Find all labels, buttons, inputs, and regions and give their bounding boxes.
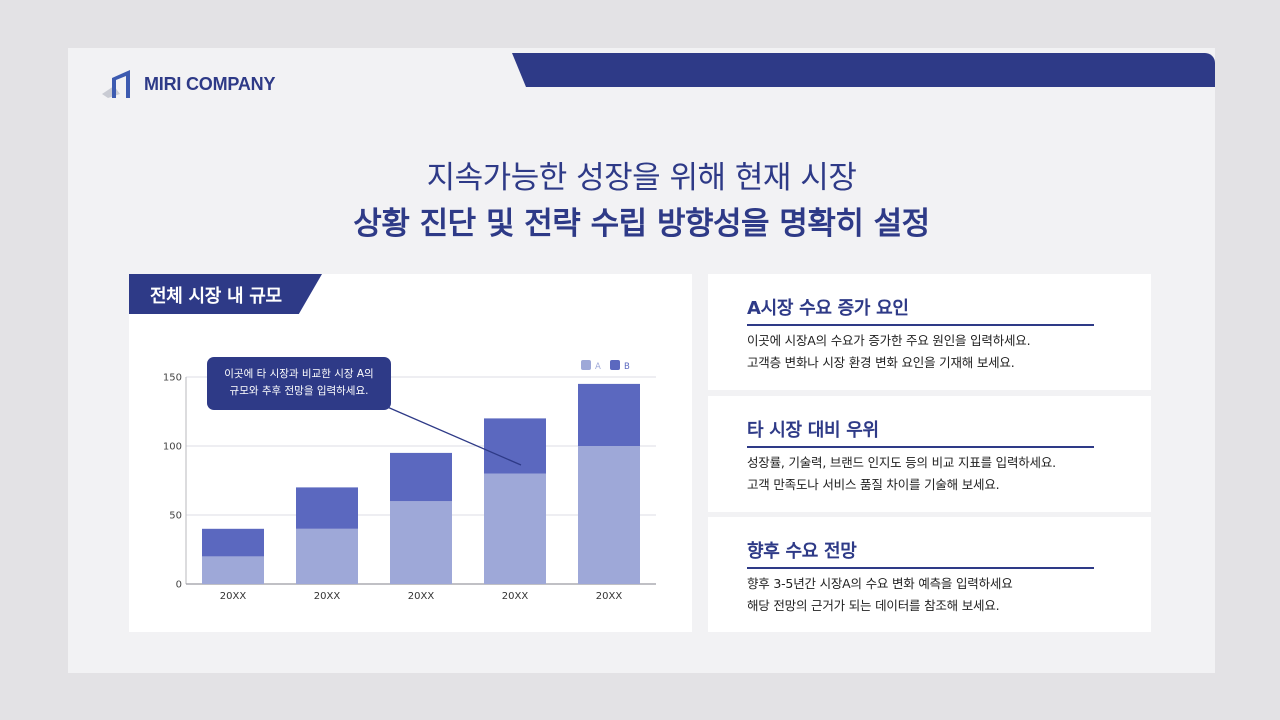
info-panel-future-outlook: 향후 수요 전망 향후 3-5년간 시장A의 수요 변화 예측을 입력하세요 해… xyxy=(708,517,1151,632)
brand-name: MIRI COMPANY xyxy=(144,73,276,94)
svg-text:B: B xyxy=(624,362,630,372)
heading-line-2: 상황 진단 및 전략 수립 방향성을 명확히 설정 xyxy=(353,206,930,242)
divider xyxy=(747,324,1094,326)
svg-text:100: 100 xyxy=(163,442,182,453)
bar-segment-A xyxy=(296,528,358,584)
info-title: 타 시장 대비 우위 xyxy=(747,420,879,441)
svg-text:20XX: 20XX xyxy=(596,591,623,602)
bar-segment-A xyxy=(484,473,546,584)
chart-callout: 이곳에 타 시장과 비교한 시장 A의 규모와 추후 전망을 입력하세요. xyxy=(207,357,391,410)
info-line: 이곳에 시장A의 수요가 증가한 주요 원인을 입력하세요. xyxy=(747,333,1031,348)
callout-line-2: 규모와 추후 전망을 입력하세요. xyxy=(229,385,369,397)
heading-line-1: 지속가능한 성장을 위해 현재 시장 xyxy=(426,160,857,196)
divider xyxy=(747,446,1094,448)
divider xyxy=(747,567,1094,569)
bar-segment-B xyxy=(484,418,546,474)
info-body: 향후 3-5년간 시장A의 수요 변화 예측을 입력하세요 해당 전망의 근거가… xyxy=(747,573,1013,617)
callout-line-1: 이곳에 타 시장과 비교한 시장 A의 xyxy=(224,368,374,380)
chart-tab-label: 전체 시장 내 규모 xyxy=(150,286,282,307)
svg-text:20XX: 20XX xyxy=(408,591,435,602)
info-line: 향후 3-5년간 시장A의 수요 변화 예측을 입력하세요 xyxy=(747,576,1013,591)
bar-segment-A xyxy=(578,446,640,584)
svg-text:A: A xyxy=(595,362,601,372)
info-line: 고객 만족도나 서비스 품질 차이를 기술해 보세요. xyxy=(747,477,1000,492)
info-line: 해당 전망의 근거가 되는 데이터를 참조해 보세요. xyxy=(747,598,1000,613)
bar-segment-A xyxy=(390,501,452,584)
header-band xyxy=(512,53,1215,87)
info-body: 성장률, 기술력, 브랜드 인지도 등의 비교 지표를 입력하세요. 고객 만족… xyxy=(747,452,1056,496)
info-line: 성장률, 기술력, 브랜드 인지도 등의 비교 지표를 입력하세요. xyxy=(747,455,1056,470)
bar-segment-A xyxy=(202,556,264,584)
svg-text:50: 50 xyxy=(169,511,182,522)
chart-panel: 전체 시장 내 규모 0 50 100 150 20XX 20XX 20XX 20XX 20XX… xyxy=(129,274,692,632)
slide: MIRI COMPANY 지속가능한 성장을 위해 현재 시장 상황 진단 및 … xyxy=(68,48,1215,673)
brand-logo: MIRI COMPANY xyxy=(100,68,275,100)
info-panel-competitive-advantage: 타 시장 대비 우위 성장률, 기술력, 브랜드 인지도 등의 비교 지표를 입… xyxy=(708,396,1151,512)
info-line: 고객층 변화나 시장 환경 변화 요인을 기재해 보세요. xyxy=(747,355,1015,370)
chart-tab xyxy=(129,274,322,314)
stacked-bar-chart: 0 50 100 150 20XX 20XX 20XX 20XX 20XX A B xyxy=(163,360,656,602)
bar-segment-B xyxy=(296,487,358,529)
info-title: 향후 수요 전망 xyxy=(747,541,857,562)
svg-text:20XX: 20XX xyxy=(220,591,247,602)
info-panel-demand-factors: A시장 수요 증가 요인 이곳에 시장A의 수요가 증가한 주요 원인을 입력하… xyxy=(708,274,1151,390)
info-body: 이곳에 시장A의 수요가 증가한 주요 원인을 입력하세요. 고객층 변화나 시… xyxy=(747,330,1031,374)
svg-text:20XX: 20XX xyxy=(502,591,529,602)
svg-text:20XX: 20XX xyxy=(314,591,341,602)
bar-segment-B xyxy=(578,383,640,446)
svg-text:150: 150 xyxy=(163,373,182,384)
building-frame-icon xyxy=(102,70,130,98)
bar-segment-B xyxy=(202,528,264,557)
bar-segment-B xyxy=(390,452,452,502)
info-title: A시장 수요 증가 요인 xyxy=(747,298,909,319)
svg-text:0: 0 xyxy=(176,580,182,591)
